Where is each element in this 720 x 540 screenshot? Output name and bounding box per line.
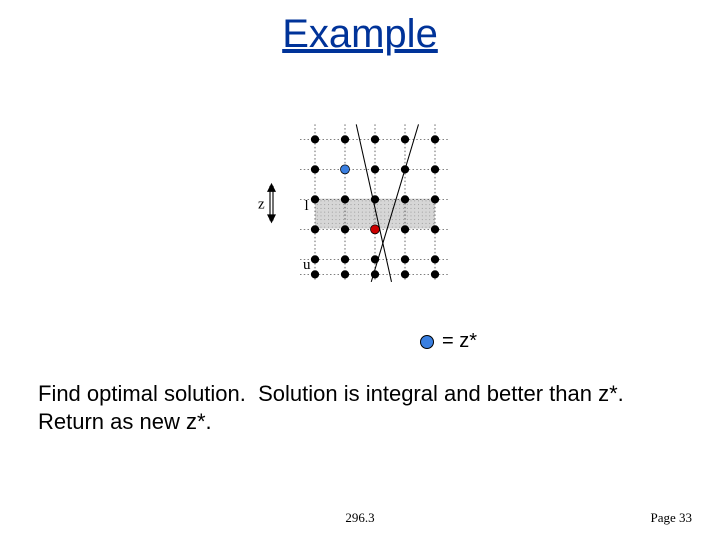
legend-marker xyxy=(420,335,434,349)
footer-page-number: Page 33 xyxy=(650,510,692,526)
legend: = z* xyxy=(420,330,477,353)
lattice-plot: z l u xyxy=(255,100,465,310)
svg-text:l: l xyxy=(305,198,309,214)
footer-course-number: 296.3 xyxy=(0,510,720,526)
svg-text:z: z xyxy=(258,196,265,212)
slide-title: Example xyxy=(0,12,720,57)
body-text: Find optimal solution. Solution is integ… xyxy=(38,380,682,435)
legend-text: = z* xyxy=(442,330,477,353)
svg-text:u: u xyxy=(303,257,311,273)
